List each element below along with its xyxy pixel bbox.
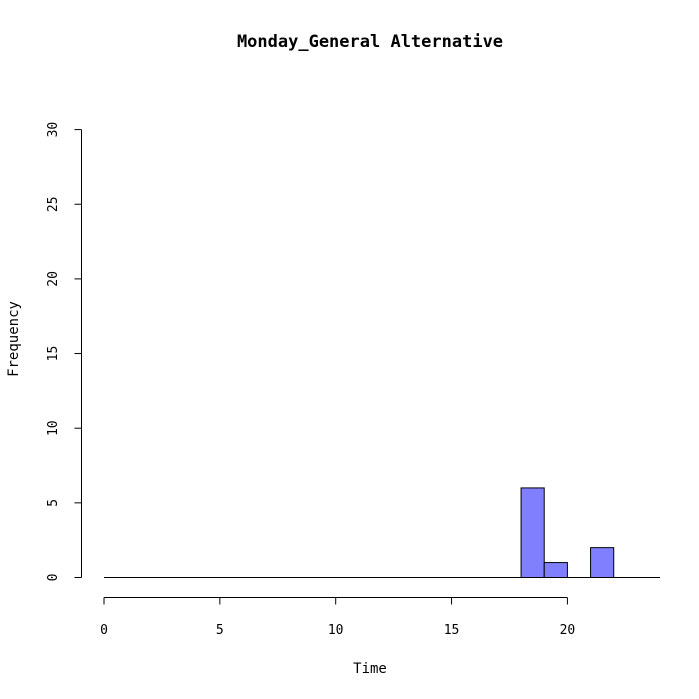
y-tick-label: 25 [46, 196, 61, 212]
x-axis: 0 5 10 15 20 [100, 597, 576, 638]
y-axis-label: Frequency [6, 301, 22, 377]
y-tick-label: 5 [46, 499, 61, 507]
y-tick-label: 15 [46, 346, 61, 362]
y-tick-label: 0 [46, 574, 61, 582]
histogram-bar [520, 487, 545, 579]
x-axis-label: Time [353, 661, 387, 677]
bars-group [520, 487, 615, 579]
y-tick-label: 10 [46, 420, 61, 436]
histogram-bar [590, 547, 615, 579]
x-tick-label: 10 [328, 623, 344, 638]
y-axis: 0 5 10 15 20 25 30 [46, 122, 82, 582]
x-tick-label: 15 [444, 623, 460, 638]
x-tick-label: 0 [100, 623, 108, 638]
y-tick-label: 20 [46, 271, 61, 287]
x-tick-label: 20 [560, 623, 576, 638]
chart-title: Monday_General Alternative [237, 32, 503, 52]
y-tick-label: 30 [46, 122, 61, 138]
histogram-bar [543, 562, 568, 579]
x-tick-label: 5 [216, 623, 224, 638]
